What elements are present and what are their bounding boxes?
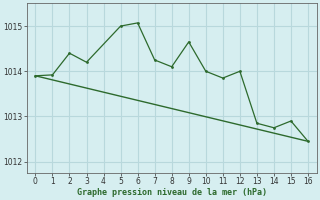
X-axis label: Graphe pression niveau de la mer (hPa): Graphe pression niveau de la mer (hPa) [77, 188, 267, 197]
